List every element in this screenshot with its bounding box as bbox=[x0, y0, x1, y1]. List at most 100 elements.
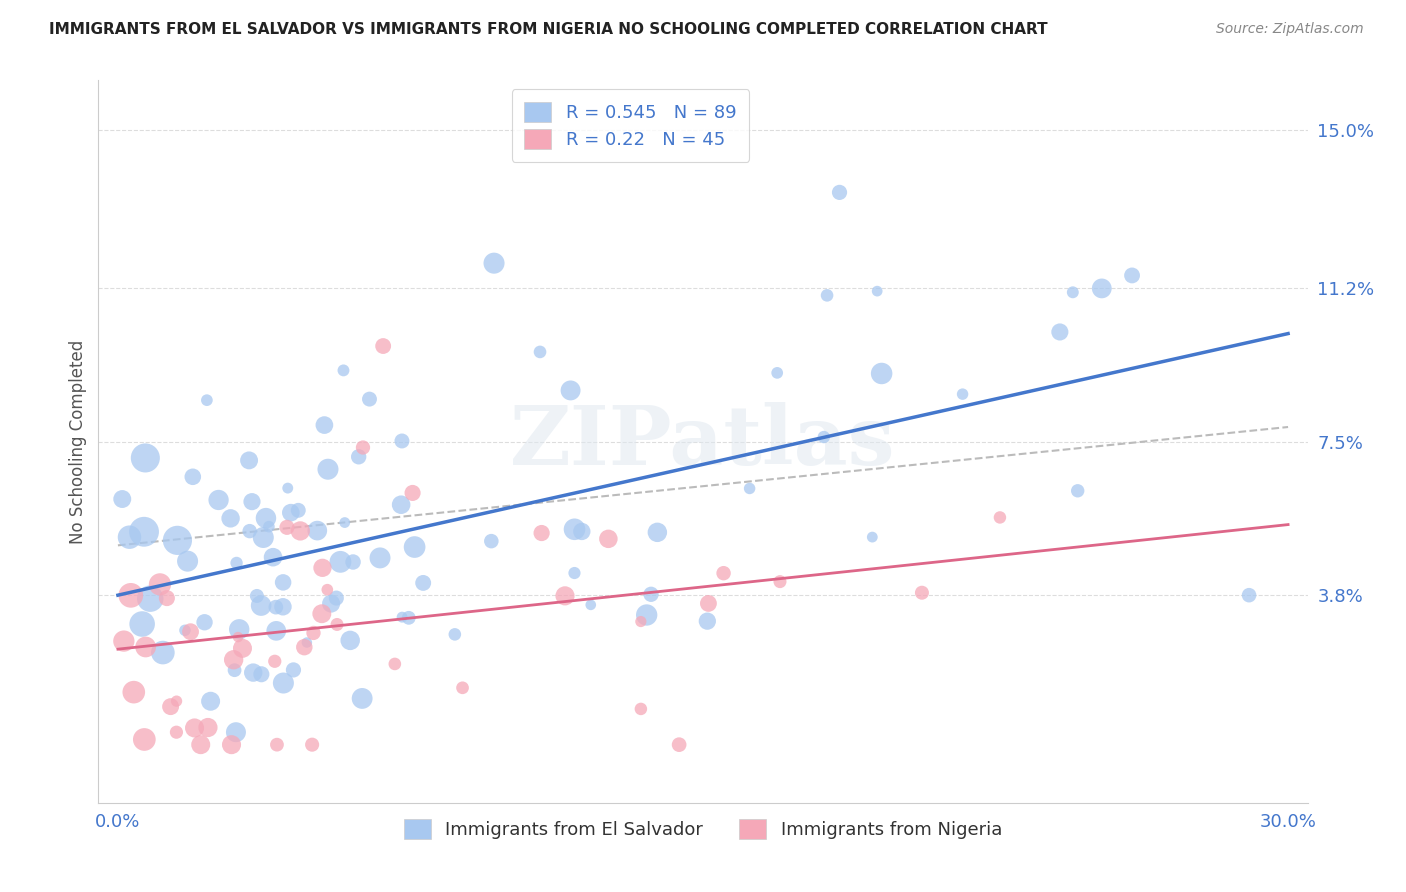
Point bbox=[697, 596, 720, 610]
Point bbox=[139, 591, 162, 606]
Point bbox=[240, 494, 263, 508]
Point bbox=[311, 561, 333, 575]
Point bbox=[111, 491, 134, 506]
Point bbox=[696, 614, 718, 628]
Point bbox=[564, 566, 586, 580]
Point bbox=[560, 384, 582, 398]
Point bbox=[239, 524, 262, 538]
Point bbox=[180, 624, 202, 639]
Point bbox=[149, 577, 172, 591]
Point bbox=[401, 486, 423, 500]
Point bbox=[266, 738, 288, 752]
Point bbox=[263, 654, 285, 668]
Point bbox=[866, 284, 889, 298]
Point bbox=[988, 510, 1011, 524]
Point bbox=[228, 623, 250, 637]
Point bbox=[193, 615, 215, 630]
Text: Source: ZipAtlas.com: Source: ZipAtlas.com bbox=[1216, 22, 1364, 37]
Point bbox=[529, 345, 551, 359]
Point bbox=[252, 531, 274, 545]
Point bbox=[316, 582, 339, 597]
Point bbox=[176, 554, 198, 568]
Point bbox=[1091, 281, 1114, 295]
Point bbox=[668, 738, 690, 752]
Point bbox=[813, 430, 835, 444]
Point bbox=[277, 481, 299, 495]
Point bbox=[250, 599, 273, 613]
Point bbox=[640, 587, 662, 601]
Point bbox=[166, 533, 188, 548]
Point bbox=[183, 721, 205, 735]
Point bbox=[326, 617, 349, 632]
Point bbox=[1049, 325, 1071, 339]
Point bbox=[870, 367, 893, 381]
Point bbox=[384, 657, 406, 671]
Point bbox=[181, 470, 204, 484]
Point bbox=[389, 498, 412, 512]
Point bbox=[1237, 588, 1260, 602]
Point bbox=[190, 738, 212, 752]
Point bbox=[273, 676, 295, 690]
Point bbox=[250, 667, 273, 681]
Point bbox=[482, 256, 505, 270]
Point bbox=[231, 641, 253, 656]
Point bbox=[398, 611, 420, 625]
Point bbox=[451, 681, 474, 695]
Point bbox=[122, 685, 145, 699]
Point bbox=[222, 653, 245, 667]
Point bbox=[630, 615, 652, 629]
Point bbox=[479, 534, 502, 549]
Point bbox=[738, 482, 761, 496]
Point bbox=[828, 186, 851, 200]
Point bbox=[302, 626, 325, 640]
Y-axis label: No Schooling Completed: No Schooling Completed bbox=[69, 340, 87, 543]
Point bbox=[271, 575, 294, 590]
Point bbox=[815, 288, 838, 302]
Point bbox=[647, 525, 669, 540]
Point bbox=[219, 511, 242, 525]
Point bbox=[224, 663, 246, 677]
Point bbox=[766, 366, 789, 380]
Point bbox=[225, 556, 247, 570]
Point bbox=[295, 635, 318, 649]
Point bbox=[276, 520, 298, 534]
Point bbox=[280, 506, 302, 520]
Point bbox=[134, 450, 156, 465]
Point bbox=[254, 511, 277, 525]
Point bbox=[911, 585, 934, 599]
Point bbox=[636, 607, 658, 622]
Point bbox=[271, 599, 294, 614]
Point bbox=[195, 393, 218, 408]
Point bbox=[412, 575, 434, 590]
Point bbox=[352, 691, 374, 706]
Point bbox=[165, 725, 187, 739]
Point bbox=[342, 555, 364, 569]
Point bbox=[769, 574, 792, 589]
Point bbox=[152, 646, 174, 660]
Point bbox=[347, 450, 370, 464]
Point bbox=[290, 524, 312, 538]
Point bbox=[1062, 285, 1084, 300]
Point bbox=[579, 598, 602, 612]
Point bbox=[860, 530, 883, 544]
Point bbox=[598, 532, 620, 546]
Point bbox=[283, 663, 305, 677]
Point bbox=[564, 522, 586, 536]
Point bbox=[156, 591, 179, 606]
Point bbox=[1121, 268, 1143, 283]
Point bbox=[1066, 483, 1088, 498]
Point bbox=[207, 493, 229, 508]
Text: IMMIGRANTS FROM EL SALVADOR VS IMMIGRANTS FROM NIGERIA NO SCHOOLING COMPLETED CO: IMMIGRANTS FROM EL SALVADOR VS IMMIGRANT… bbox=[49, 22, 1047, 37]
Point bbox=[292, 640, 315, 655]
Point bbox=[391, 434, 413, 448]
Point bbox=[339, 633, 361, 648]
Point bbox=[316, 462, 339, 476]
Point bbox=[530, 526, 553, 541]
Point bbox=[554, 589, 576, 603]
Point bbox=[112, 634, 135, 648]
Point bbox=[257, 519, 280, 533]
Text: ZIPatlas: ZIPatlas bbox=[510, 401, 896, 482]
Point bbox=[301, 738, 323, 752]
Point bbox=[307, 524, 329, 538]
Point bbox=[333, 516, 356, 530]
